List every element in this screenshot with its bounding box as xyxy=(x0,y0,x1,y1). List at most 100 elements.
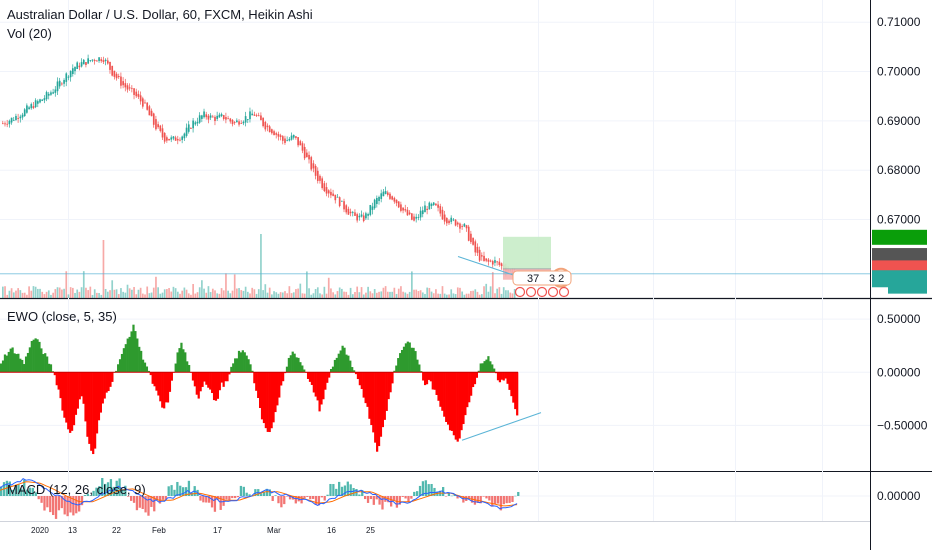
candle-body xyxy=(400,204,402,211)
macd-histogram-bar xyxy=(141,496,144,509)
macd-histogram-bar xyxy=(326,494,329,496)
ewo-trendline xyxy=(461,412,542,441)
macd-histogram-bar xyxy=(153,496,156,512)
volume-bar xyxy=(161,292,164,298)
candle-body xyxy=(222,115,225,120)
macd-histogram-bar xyxy=(288,496,292,500)
candle-body xyxy=(496,261,499,263)
volume-bar xyxy=(513,289,516,298)
macd-histogram-bar xyxy=(208,496,211,503)
macd-histogram-bar xyxy=(34,492,37,496)
ewo-bar xyxy=(345,354,348,373)
candle-body xyxy=(209,115,212,118)
candle-body xyxy=(266,125,269,128)
ewo-tick-label: 0.00000 xyxy=(877,365,921,379)
candle-body xyxy=(443,214,446,222)
candle-body xyxy=(133,88,135,95)
candle-body xyxy=(441,209,444,220)
candle-body xyxy=(487,259,490,262)
macd-legend: MACD (12, 26, close, 9) xyxy=(7,482,146,497)
macd-histogram-bar xyxy=(115,480,118,496)
candle-body xyxy=(494,260,496,263)
volume-bar xyxy=(122,291,124,298)
time-tick-label: 13 xyxy=(68,526,77,535)
volume-bar xyxy=(426,287,429,298)
volume-bar xyxy=(2,286,4,298)
macd-histogram-bar xyxy=(476,496,479,503)
ewo-bar xyxy=(170,372,173,381)
macd-histogram-bar xyxy=(413,491,416,496)
volume-bar xyxy=(85,287,87,298)
volume-bar xyxy=(133,286,135,298)
candle-body xyxy=(87,58,89,64)
macd-histogram-bar xyxy=(144,496,147,513)
ewo-bar xyxy=(324,372,327,390)
volume-bar xyxy=(365,292,367,298)
volume-bar xyxy=(281,292,284,298)
volume-bar xyxy=(106,291,109,298)
ewo-bar xyxy=(496,372,500,381)
candle-body xyxy=(166,137,168,141)
macd-histogram-bar xyxy=(222,496,225,506)
volume-bar xyxy=(131,289,133,298)
candle-body xyxy=(106,60,109,64)
candle-body xyxy=(268,126,271,133)
candle-body xyxy=(467,226,470,241)
candle-body xyxy=(227,118,229,120)
volume-bar xyxy=(509,292,512,298)
volume-bar xyxy=(74,292,76,298)
volume-bar xyxy=(505,290,507,298)
volume-bar xyxy=(61,289,63,298)
macd-histogram-bar xyxy=(309,496,312,500)
volume-bar xyxy=(500,293,503,298)
candle-body xyxy=(454,219,457,226)
candle-body xyxy=(117,76,120,78)
macd-histogram-bar xyxy=(294,496,297,504)
target-price-label xyxy=(872,229,927,245)
candle-body xyxy=(23,109,26,117)
candle-body xyxy=(338,197,341,207)
volume-bar xyxy=(371,293,374,298)
candle-body xyxy=(439,206,442,214)
macd-histogram-bar xyxy=(135,496,139,511)
macd-histogram-bar xyxy=(502,496,505,505)
volume-bar xyxy=(494,293,496,298)
volume-bar xyxy=(284,291,286,298)
macd-histogram-bar xyxy=(205,496,208,503)
ewo-bar xyxy=(500,372,503,380)
ewo-bar xyxy=(53,372,56,376)
ewo-bar xyxy=(285,366,289,373)
volume-bar xyxy=(391,291,394,298)
candle-body xyxy=(404,209,407,211)
volume-bar xyxy=(231,290,234,298)
candle-body xyxy=(356,214,359,221)
ewo-bar xyxy=(178,348,181,373)
macd-histogram-bar xyxy=(378,496,381,505)
candle-body xyxy=(98,57,100,62)
volume-bar xyxy=(351,294,354,298)
ewo-bar xyxy=(115,370,118,373)
volume-bar xyxy=(201,280,203,298)
ewo-bar xyxy=(1,360,5,373)
ewo-bar xyxy=(159,372,162,402)
macd-histogram-bar xyxy=(231,496,234,499)
volume-bar xyxy=(310,294,313,298)
candle-body xyxy=(358,215,361,218)
candle-body xyxy=(32,106,35,109)
volume-bar xyxy=(262,290,264,298)
volume-bar xyxy=(216,293,219,298)
volume-bar xyxy=(384,286,387,298)
macd-histogram-bar xyxy=(358,494,361,496)
ewo-bar xyxy=(166,372,170,403)
ewo-bar xyxy=(47,363,51,373)
candle-body xyxy=(310,157,313,170)
ewo-bar xyxy=(153,372,156,387)
volume-bar xyxy=(21,292,24,298)
candle-body xyxy=(365,213,367,219)
volume-bar xyxy=(481,294,483,298)
macd-histogram-bar xyxy=(245,492,248,496)
ewo-bar xyxy=(264,372,267,429)
candle-body xyxy=(470,233,472,243)
